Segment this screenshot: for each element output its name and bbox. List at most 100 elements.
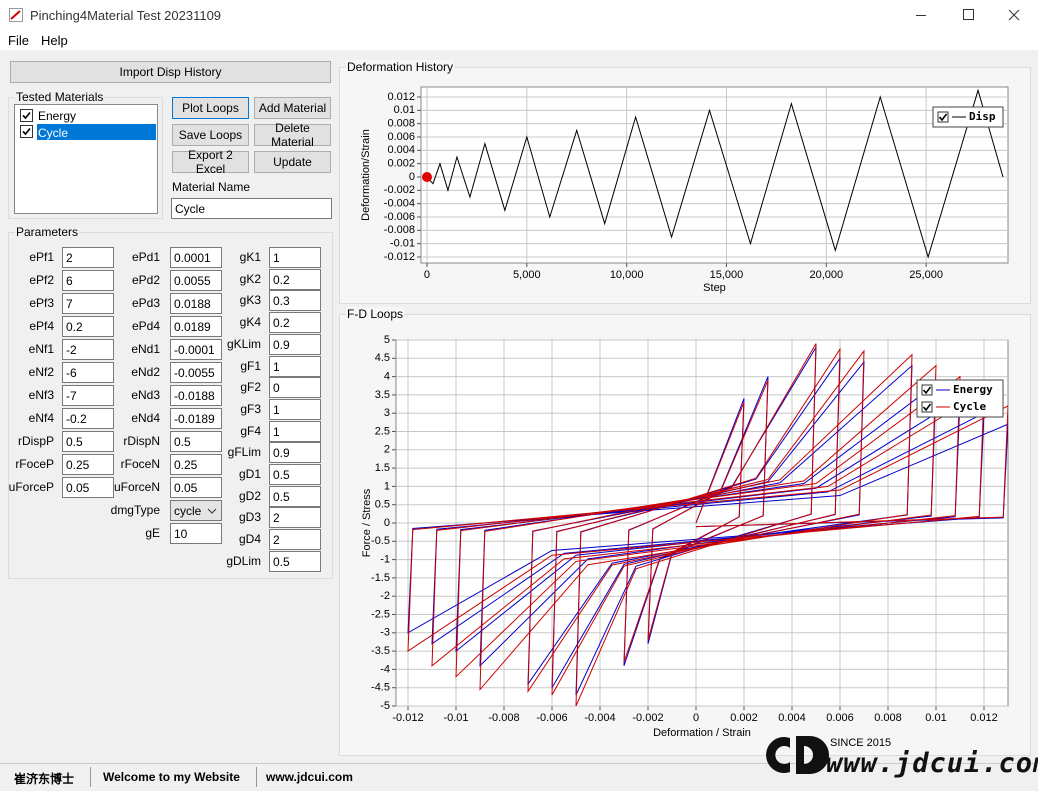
x-axis-label: Deformation / Strain [653,727,751,739]
param-input[interactable]: 0.2 [62,316,114,337]
param-input[interactable]: 1 [269,398,321,420]
param-input[interactable]: 0.5 [62,431,114,452]
parameters-group: Parameters [8,225,333,579]
param-label: uForceP [8,480,54,494]
y-tick-label: -0.008 [384,224,415,236]
param-input[interactable]: -0.0055 [170,362,222,383]
param-input[interactable]: 0.5 [269,485,321,507]
window-controls[interactable] [905,0,1038,30]
group-title: Tested Materials [15,90,105,104]
param-label: eNd1 [131,342,160,356]
x-tick-label: 0.01 [925,712,946,724]
param-input[interactable]: 0.9 [269,442,321,464]
x-tick-label: -0.006 [536,712,567,724]
param-dropdown[interactable]: cycle [170,500,222,521]
status-text[interactable]: www.jdcui.com [266,770,353,784]
param-input[interactable]: -0.0188 [170,385,222,406]
param-label: gD3 [238,510,261,525]
param-input[interactable]: 7 [62,293,114,314]
y-tick-label: -2.5 [371,608,390,620]
material-list: Energy Cycle [14,104,158,214]
param-input[interactable]: 1 [269,247,321,268]
param-input[interactable]: -6 [62,362,114,383]
param-input[interactable]: 1 [269,420,321,442]
param-input[interactable]: 2 [269,507,321,529]
param-input[interactable]: 0.3 [269,290,321,312]
param-input[interactable]: 0.5 [170,431,222,452]
panel-title: F-D Loops [346,307,405,321]
param-input[interactable]: 0.05 [62,477,114,498]
param-input[interactable]: 2 [269,529,321,551]
list-item[interactable]: Cycle [38,126,69,140]
y-tick-label: 5 [384,334,390,346]
material-name-input[interactable]: Cycle [171,198,332,219]
param-input[interactable]: 0.0055 [170,270,222,291]
param-label: gD2 [238,488,261,503]
add-button[interactable]: Add Material [254,97,331,119]
param-input[interactable]: 0.2 [269,268,321,290]
param-input[interactable]: 0.0188 [170,293,222,314]
save-button[interactable]: Save Loops [172,124,249,146]
logo-site: www.jdcui.com [826,748,1038,779]
y-tick-label: -0.012 [384,251,415,263]
param-input[interactable]: 10 [170,523,222,544]
param-label: eNf4 [28,411,54,425]
tested-materials-group: Tested Materials [8,90,163,219]
app-icon [9,8,23,22]
param-label: rFoceP [15,457,54,471]
param-label: ePd4 [131,319,160,333]
param-input[interactable]: 0.5 [269,550,321,572]
param-input[interactable]: 0.0001 [170,247,222,268]
title-bar: Pinching4Material Test 20231109 [0,0,1038,30]
param-label: gDLim [226,553,261,568]
x-tick-label: 10,000 [610,269,644,281]
param-input[interactable]: -0.2 [62,408,114,429]
y-tick-label: 0.004 [387,144,415,156]
delete-button[interactable]: Delete Material [254,121,331,149]
param-input[interactable]: -7 [62,385,114,406]
checkbox[interactable] [20,125,33,138]
param-input[interactable]: -0.0189 [170,408,222,429]
param-input[interactable]: 0.5 [269,464,321,485]
status-bar: 崔济东博士 Welcome to my Website www.jdcui.co… [0,763,1038,791]
x-tick-label: 0 [424,269,430,281]
param-label: gFLim [227,445,261,460]
param-input[interactable]: 0.25 [62,454,114,475]
param-input[interactable]: 2 [62,247,114,268]
legend-box [932,106,1004,128]
export-button[interactable]: Export 2 Excel [172,148,249,176]
param-input[interactable]: 0.9 [269,333,321,355]
y-tick-label: 3 [384,407,390,419]
menu-item[interactable]: Help [41,33,68,48]
x-tick-label: 5,000 [513,269,541,281]
plot-button[interactable]: Plot Loops [172,97,249,119]
param-label: eNf3 [28,388,54,402]
param-input[interactable]: -0.0001 [170,339,222,360]
y-tick-label: 0.01 [394,104,415,116]
param-label: ePf4 [29,319,54,333]
param-input[interactable]: 6 [62,270,114,291]
list-item[interactable]: Energy [38,109,77,123]
param-label: ePd2 [131,273,160,287]
y-axis-label: Deformation/Strain [360,129,372,221]
param-input[interactable]: 0.05 [170,477,222,498]
current-point [421,172,432,182]
update-button[interactable]: Update [254,151,331,173]
param-input[interactable]: 0.25 [170,454,222,475]
param-input[interactable]: 0.2 [269,312,321,334]
y-tick-label: 2.5 [375,425,390,437]
x-tick-label: 20,000 [809,269,843,281]
window-title: Pinching4Material Test 20231109 [30,8,222,23]
param-input[interactable]: 0 [269,377,321,399]
menu-item[interactable]: File [8,33,29,48]
param-input[interactable]: -2 [62,339,114,360]
legend-checkbox [921,401,933,413]
import-button[interactable]: Import Disp History [10,61,331,83]
param-input[interactable]: 0.0189 [170,316,222,337]
param-input[interactable]: 1 [269,355,321,377]
param-label: gF4 [240,423,261,438]
x-tick-label: 0.004 [778,712,806,724]
checkbox[interactable] [20,109,33,122]
